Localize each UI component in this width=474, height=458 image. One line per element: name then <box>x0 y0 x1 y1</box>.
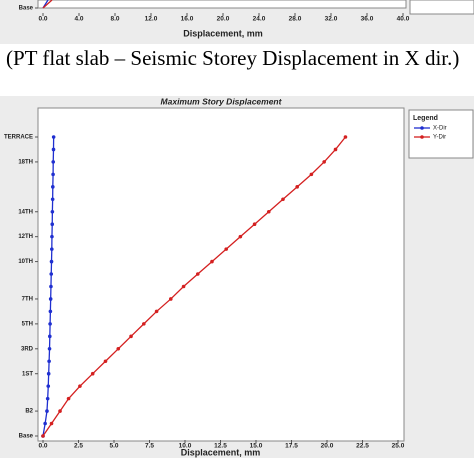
data-point <box>266 209 271 214</box>
data-point <box>41 434 45 438</box>
x-tick-label: 22.5 <box>356 443 369 450</box>
data-point <box>51 160 56 164</box>
data-point <box>51 135 56 139</box>
data-point <box>45 409 49 413</box>
x-tick-label: 10.0 <box>179 443 192 450</box>
data-point <box>50 209 55 214</box>
legend-box <box>408 109 474 159</box>
y-tick-label: 7TH <box>22 297 33 303</box>
data-point <box>46 384 51 388</box>
data-point <box>252 222 257 227</box>
legend-title: Legend <box>413 115 438 122</box>
legend-label: X-Dir <box>433 126 447 132</box>
data-point <box>181 284 186 289</box>
x-axis-label: Displacement, mm <box>181 447 261 457</box>
x-tick-label: 16.0 <box>181 16 194 23</box>
y-tick-label: TERRACE <box>4 135 33 141</box>
data-point <box>129 334 133 339</box>
x-tick-label: 4.0 <box>74 16 83 23</box>
top-legend-box <box>409 0 474 15</box>
data-point <box>51 147 56 152</box>
data-point <box>322 160 326 164</box>
x-tick-label: 20.0 <box>321 443 334 450</box>
data-point <box>116 346 121 351</box>
y-tick-label: 5TH <box>22 321 33 327</box>
cropped-line <box>42 0 53 9</box>
legend-label: Y-Dir <box>433 135 446 141</box>
data-point <box>50 185 55 189</box>
data-point <box>51 172 55 177</box>
x-tick-label: 40.0 <box>397 16 410 23</box>
y-tick-label: 10TH <box>18 259 33 265</box>
data-point <box>169 297 173 301</box>
data-point <box>238 234 243 239</box>
data-point <box>50 247 54 251</box>
data-point <box>103 359 108 364</box>
data-point <box>78 384 82 388</box>
x-tick-label: 24.0 <box>253 16 266 23</box>
data-point <box>58 409 62 413</box>
data-point <box>50 222 55 227</box>
x-tick-label: 32.0 <box>325 16 338 23</box>
data-point <box>66 396 71 401</box>
data-point <box>48 334 52 339</box>
y-tick-label: 12TH <box>18 234 33 240</box>
legend-marker <box>420 135 424 139</box>
x-tick-label: 12.0 <box>145 16 158 23</box>
y-tick-label: 3RD <box>21 346 34 352</box>
data-point <box>195 272 200 276</box>
data-point <box>45 396 50 401</box>
x-tick-label: 20.0 <box>217 16 230 23</box>
y-tick-label: 18TH <box>18 159 33 165</box>
data-point <box>49 272 54 276</box>
data-point <box>48 309 53 314</box>
data-point <box>43 421 47 426</box>
x-tick-label: 17.5 <box>285 443 298 450</box>
chart-title: Maximum Story Displacement <box>161 96 283 106</box>
x-tick-label: 5.0 <box>109 443 118 450</box>
y-tick-label: B2 <box>25 409 33 415</box>
x-axis-label: Displacement, mm <box>183 28 263 38</box>
x-tick-label: 28.0 <box>289 16 302 23</box>
x-tick-label: 25.0 <box>392 443 405 450</box>
data-point <box>47 346 52 351</box>
x-tick-label: 0.0 <box>38 443 47 450</box>
top-plot-area <box>37 0 407 9</box>
data-point <box>281 197 285 202</box>
x-tick-label: 12.5 <box>214 443 227 450</box>
data-point <box>154 309 159 314</box>
data-point <box>333 147 338 152</box>
data-point <box>46 371 51 376</box>
x-tick-label: 36.0 <box>361 16 374 23</box>
plot-area <box>37 107 405 442</box>
y-tick-label: 14TH <box>18 209 33 215</box>
data-point <box>49 259 54 264</box>
x-tick-label: 2.5 <box>74 443 83 450</box>
y-tick-label: Base <box>19 434 34 440</box>
data-point <box>48 297 53 301</box>
data-point <box>210 259 214 264</box>
data-point <box>309 172 314 177</box>
data-point <box>295 185 299 189</box>
data-point <box>49 284 53 289</box>
x-tick-label: 7.5 <box>145 443 154 450</box>
data-point <box>343 135 348 139</box>
legend-marker <box>420 126 424 130</box>
data-point <box>224 247 228 251</box>
data-point <box>90 371 95 376</box>
x-tick-label: 8.0 <box>110 16 119 23</box>
data-point <box>50 234 54 239</box>
y-tick-label: Base <box>19 6 34 12</box>
data-point <box>47 359 51 364</box>
x-tick-label: 0.0 <box>38 16 47 23</box>
data-point <box>48 322 52 326</box>
y-tick-label: 1ST <box>22 371 33 377</box>
data-point <box>50 197 55 202</box>
data-point <box>49 421 54 426</box>
x-tick-label: 15.0 <box>250 443 263 450</box>
caption: (PT flat slab – Seismic Storey Displacem… <box>6 46 460 70</box>
data-point <box>142 322 146 326</box>
